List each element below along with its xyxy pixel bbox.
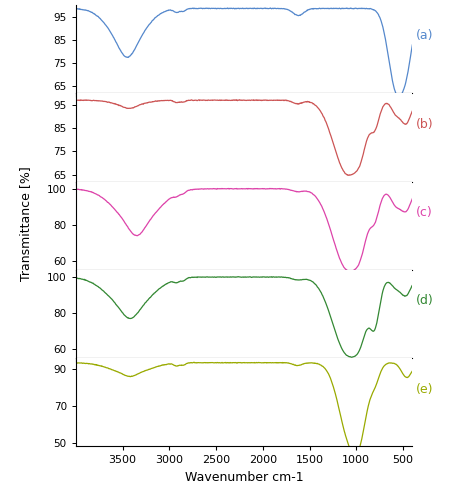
Text: (e): (e) — [416, 382, 433, 395]
Text: (d): (d) — [416, 294, 434, 307]
Text: (c): (c) — [416, 206, 432, 219]
Text: (a): (a) — [416, 29, 433, 42]
X-axis label: Wavenumber cm-1: Wavenumber cm-1 — [185, 471, 303, 484]
Text: Transmittance [%]: Transmittance [%] — [19, 166, 32, 281]
Text: (b): (b) — [416, 118, 433, 130]
